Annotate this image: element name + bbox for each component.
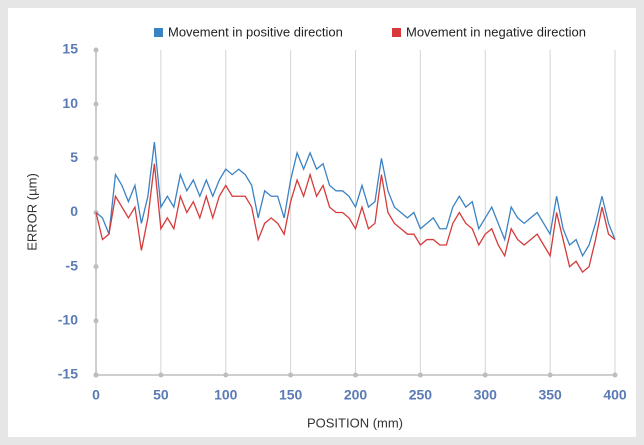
data-line: [95, 163, 616, 274]
data-line: [95, 142, 616, 258]
y-tick-mark: [93, 155, 99, 161]
x-tick-label: 150: [279, 387, 303, 403]
x-tick-label: 250: [409, 387, 433, 403]
x-tick-label: 400: [603, 387, 627, 403]
legend-label: Movement in positive direction: [168, 24, 343, 39]
x-axis-label: POSITION (mm): [307, 415, 403, 430]
y-tick-mark: [93, 264, 99, 270]
x-tick-label: 300: [474, 387, 498, 403]
y-tick-label: 10: [62, 95, 78, 111]
y-tick-label: 15: [62, 41, 78, 57]
y-tick-label: -10: [58, 312, 78, 328]
legend-swatch: [392, 28, 401, 37]
y-axis-label: ERROR (µm): [24, 173, 39, 251]
plot-panel: [8, 8, 636, 437]
x-tick-label: 200: [344, 387, 368, 403]
y-tick-mark: [93, 372, 99, 378]
y-tick-label: -5: [66, 257, 79, 273]
y-tick-label: 5: [70, 149, 78, 165]
y-tick-label: 0: [70, 203, 78, 219]
x-tick-label: 0: [92, 387, 100, 403]
y-tick-mark: [93, 47, 99, 53]
x-tick-label: 350: [538, 387, 562, 403]
y-tick-label: -15: [58, 366, 78, 382]
y-tick-mark: [93, 318, 99, 324]
legend-label: Movement in negative direction: [406, 24, 586, 39]
y-tick-mark: [93, 101, 99, 107]
x-tick-label: 50: [153, 387, 169, 403]
x-tick-label: 100: [214, 387, 238, 403]
legend-swatch: [154, 28, 163, 37]
